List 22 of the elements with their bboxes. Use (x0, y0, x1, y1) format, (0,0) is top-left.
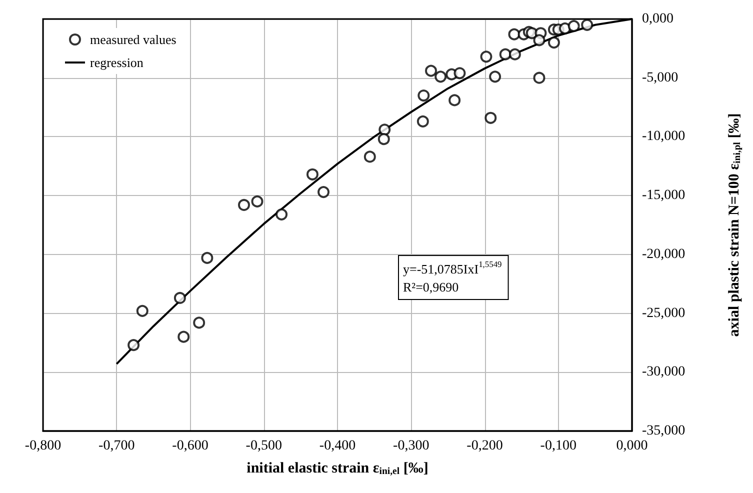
y-tick-label: -5,000 (642, 70, 678, 86)
y-tick-label: -15,000 (642, 188, 686, 204)
x-tick-label: -0,700 (98, 438, 135, 454)
y-tick-label: 0,000 (642, 12, 674, 26)
x-tick-label: -0,100 (540, 438, 576, 454)
x-tick-label: -0,800 (24, 438, 62, 454)
legend-label: measured values (90, 32, 176, 47)
y-axis-title: axial plastic strain N=100 εini,pl [‰] (726, 113, 743, 337)
x-tick-label: -0,200 (466, 438, 503, 454)
x-tick-label: -0,500 (246, 438, 282, 454)
annotation: R²=0,9690 (403, 280, 459, 294)
x-tick-label: -0,400 (319, 438, 356, 454)
y-tick-label: -20,000 (642, 246, 686, 262)
x-axis-title: initial elastic strain εini,el [‰] (246, 460, 428, 477)
y-tick-label: -10,000 (642, 129, 686, 144)
x-tick-label: -0,300 (393, 438, 430, 454)
y-tick-label: -35,000 (642, 424, 686, 438)
x-tick-label: -0,600 (172, 438, 208, 454)
x-tick-label: 0,000 (616, 438, 648, 454)
legend-label: regression (90, 55, 144, 70)
y-tick-label: -30,000 (642, 364, 686, 380)
y-tick-label: -25,000 (642, 306, 686, 321)
